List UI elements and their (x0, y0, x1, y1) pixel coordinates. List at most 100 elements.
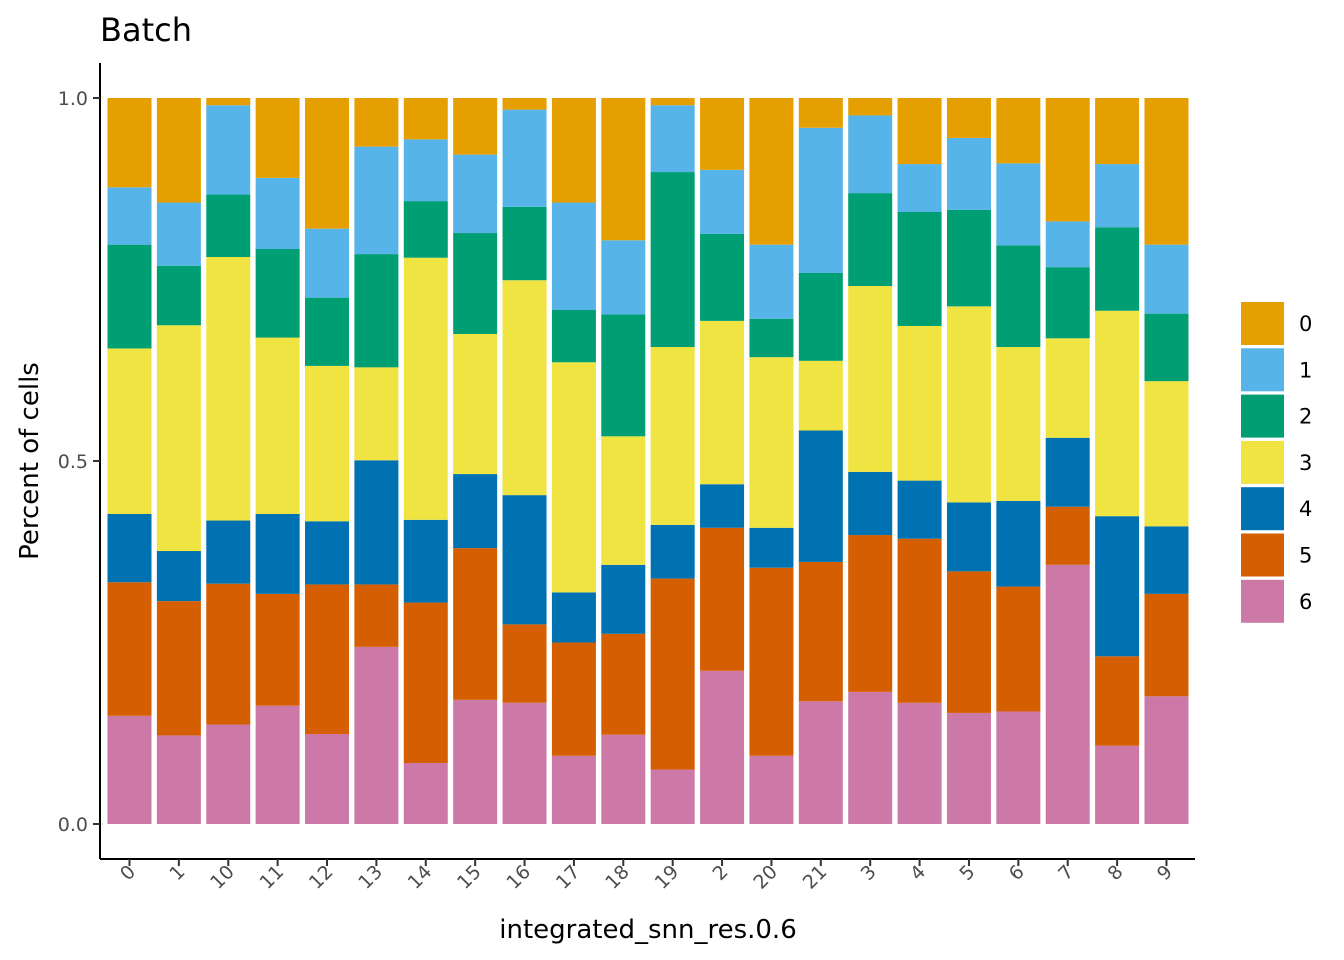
bar-segment-5-series-6 (946, 712, 991, 824)
bar-segment-2-series-4 (700, 484, 745, 528)
bar-segment-14-series-6 (403, 763, 448, 824)
legend-key-2 (1241, 394, 1284, 438)
bar-segment-15-series-0 (453, 98, 498, 155)
bar-segment-18-series-4 (601, 564, 646, 634)
bar-segment-12-series-2 (305, 297, 350, 366)
bar-segment-16-series-6 (502, 702, 547, 824)
bar-segment-1-series-3 (156, 325, 201, 552)
x-tick-label: 8 (1104, 861, 1128, 885)
x-tick-label: 9 (1153, 861, 1177, 885)
legend-key-0 (1241, 302, 1284, 345)
bar-segment-7-series-5 (1045, 506, 1090, 565)
bar-segment-19-series-0 (650, 98, 695, 106)
bar-segment-14-series-4 (403, 519, 448, 603)
x-tick-label: 3 (857, 861, 881, 885)
bar-segment-11-series-0 (255, 98, 300, 178)
bar-segment-13-series-2 (354, 254, 399, 368)
bar-segment-13-series-3 (354, 367, 399, 461)
x-tick-label: 18 (601, 861, 634, 894)
bar-segment-7-series-0 (1045, 98, 1090, 222)
legend: 0 1 2 3 4 5 6 (1241, 302, 1312, 623)
bar-segment-6-series-5 (996, 586, 1041, 712)
bar-segment-15-series-4 (453, 474, 498, 549)
y-tick-label: 0.0 (58, 814, 88, 836)
legend-key-1 (1241, 348, 1284, 392)
x-tick-label: 13 (354, 861, 387, 894)
bar-segment-11-series-3 (255, 337, 300, 514)
bar-segment-3-series-0 (848, 98, 893, 116)
x-tick-label: 6 (1005, 861, 1029, 885)
bar-segment-17-series-2 (551, 309, 596, 363)
bar-segment-5-series-0 (946, 98, 991, 138)
bar-segment-21-series-6 (798, 701, 843, 824)
bar-segment-8-series-1 (1095, 164, 1140, 228)
x-axis-title: integrated_snn_res.0.6 (499, 915, 797, 945)
x-tick-label: 19 (651, 861, 684, 894)
legend-label-2: 2 (1299, 405, 1312, 429)
bar-segment-7-series-3 (1045, 338, 1090, 438)
bar-segment-17-series-4 (551, 592, 596, 643)
bar-segment-6-series-0 (996, 98, 1041, 164)
bar-segment-15-series-3 (453, 333, 498, 475)
bar-segment-12-series-3 (305, 365, 350, 522)
bar-segment-1-series-5 (156, 601, 201, 736)
bar-segment-20-series-3 (749, 357, 794, 528)
bar-segment-5-series-2 (946, 209, 991, 307)
x-tick-label: 21 (799, 861, 832, 894)
bar-segment-15-series-6 (453, 699, 498, 824)
bar-segment-1-series-6 (156, 735, 201, 824)
bar-segment-18-series-6 (601, 734, 646, 824)
bar-segment-11-series-5 (255, 593, 300, 706)
bar-segment-0-series-0 (107, 98, 152, 188)
x-tick-label: 1 (165, 861, 189, 885)
bar-segment-21-series-5 (798, 561, 843, 702)
bar-segment-0-series-3 (107, 348, 152, 514)
bar-segment-2-series-3 (700, 320, 745, 485)
bar-segment-21-series-1 (798, 127, 843, 273)
bar-segment-14-series-2 (403, 201, 448, 258)
bar-segment-20-series-0 (749, 98, 794, 245)
bar-segment-2-series-0 (700, 98, 745, 170)
bar-segment-11-series-1 (255, 177, 300, 250)
bar-segment-3-series-4 (848, 471, 893, 536)
bar-segment-19-series-3 (650, 347, 695, 525)
bar-segment-15-series-1 (453, 154, 498, 234)
bar-segment-9-series-3 (1144, 381, 1189, 527)
bar-segment-2-series-1 (700, 169, 745, 234)
legend-key-6 (1241, 579, 1284, 623)
legend-label-6: 6 (1299, 590, 1312, 614)
bar-segment-20-series-6 (749, 755, 794, 824)
bar-segment-3-series-6 (848, 691, 893, 824)
bar-segment-6-series-6 (996, 711, 1041, 824)
bar-segment-14-series-3 (403, 257, 448, 520)
bar-segment-13-series-0 (354, 98, 399, 147)
bar-segment-1-series-0 (156, 98, 201, 203)
legend-label-4: 4 (1299, 497, 1312, 521)
bar-segment-6-series-2 (996, 245, 1041, 348)
bar-segment-4-series-0 (897, 98, 942, 165)
bar-segment-20-series-5 (749, 567, 794, 756)
bar-segment-5-series-1 (946, 137, 991, 210)
bar-segment-8-series-0 (1095, 98, 1140, 165)
bar-segment-1-series-2 (156, 265, 201, 326)
bar-segment-2-series-6 (700, 670, 745, 824)
bar-segment-16-series-0 (502, 98, 547, 110)
bar-segment-6-series-3 (996, 347, 1041, 501)
bar-segment-13-series-1 (354, 146, 399, 255)
chart-title: Batch (100, 11, 192, 49)
bar-segment-20-series-1 (749, 244, 794, 319)
bar-segment-16-series-3 (502, 280, 547, 496)
bar-segment-12-series-0 (305, 98, 350, 229)
bar-segment-6-series-4 (996, 500, 1041, 587)
bar-segment-0-series-1 (107, 187, 152, 245)
bar-segment-19-series-6 (650, 769, 695, 824)
bar-segment-17-series-6 (551, 755, 596, 824)
bar-segment-0-series-4 (107, 514, 152, 583)
x-tick-label: 4 (906, 861, 930, 885)
bar-segment-11-series-2 (255, 249, 300, 338)
bar-segment-4-series-6 (897, 702, 942, 824)
bar-segment-16-series-5 (502, 624, 547, 703)
bar-segment-12-series-4 (305, 521, 350, 585)
y-tick-label: 1.0 (58, 88, 88, 110)
bar-segment-18-series-1 (601, 240, 646, 315)
